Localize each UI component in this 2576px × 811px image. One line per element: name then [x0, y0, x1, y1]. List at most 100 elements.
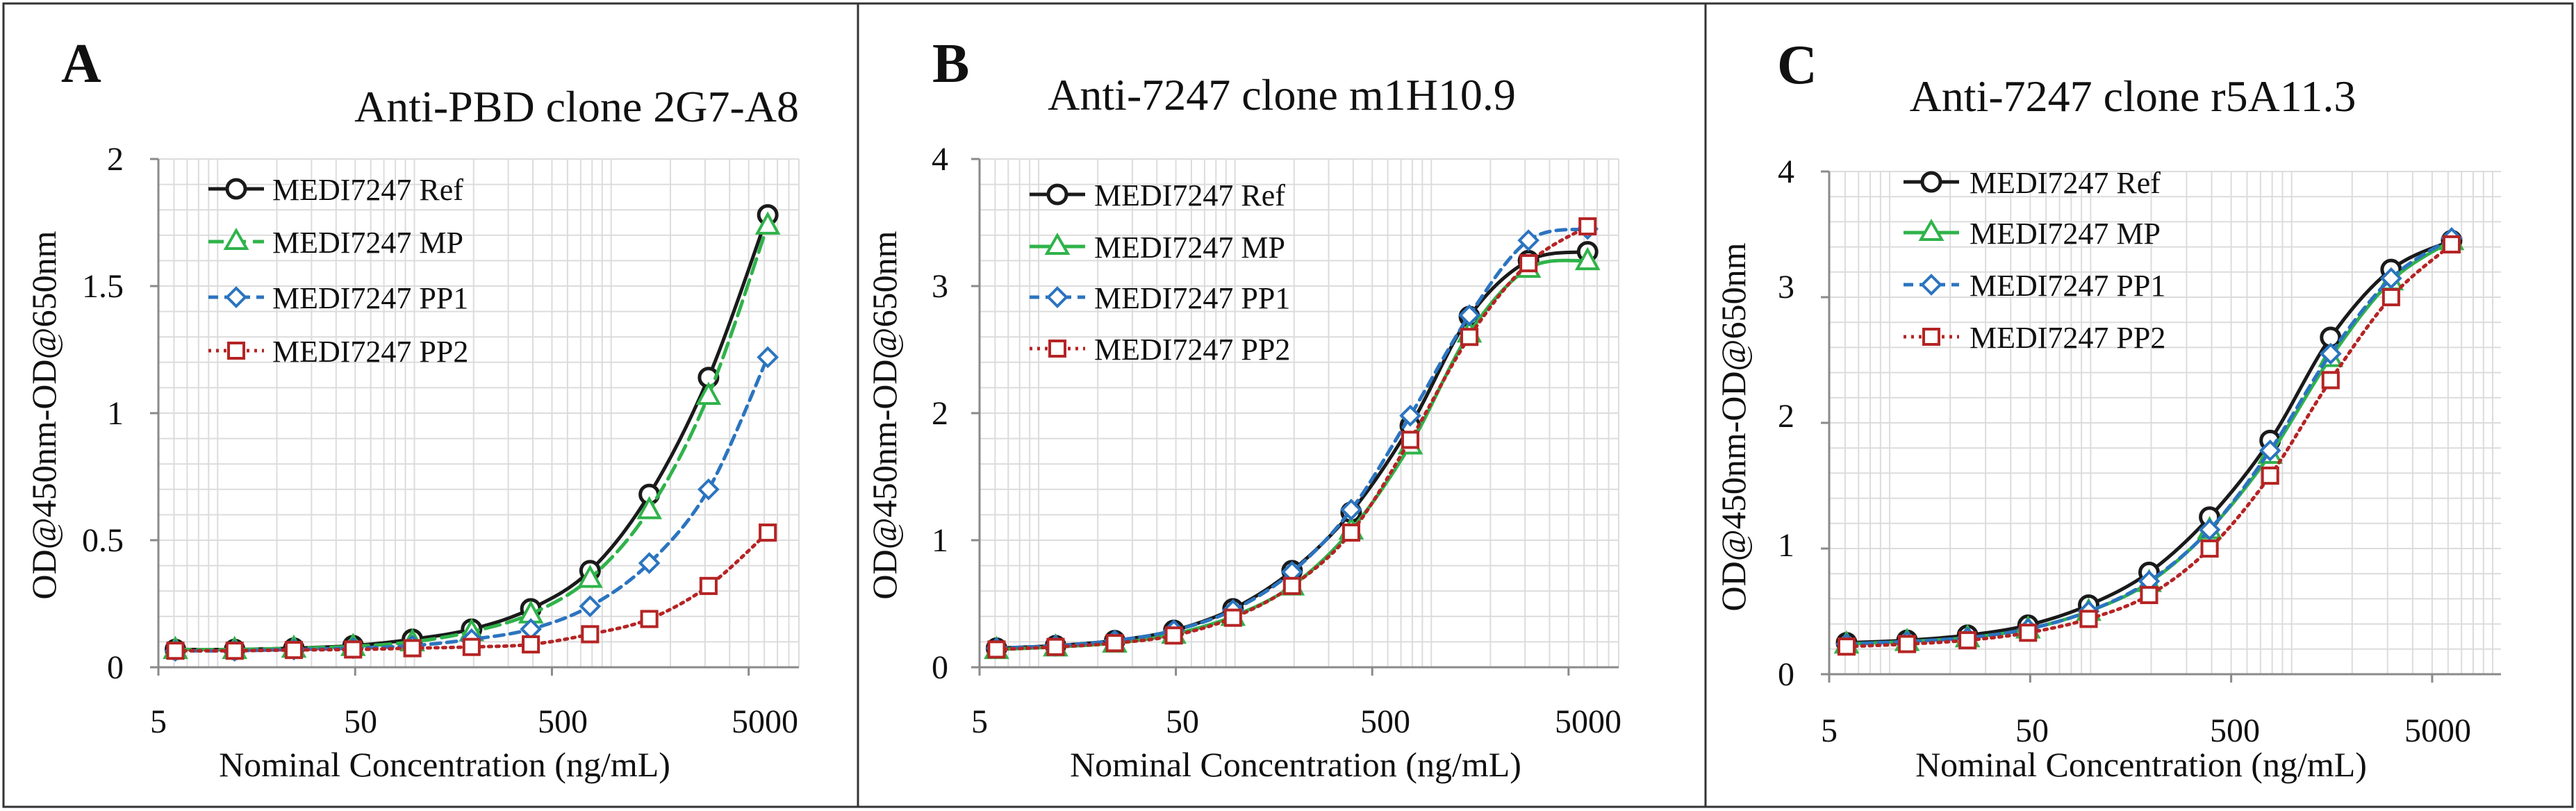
series-pp2 — [166, 523, 777, 660]
data-point-square — [640, 610, 659, 628]
data-point-diamond — [1458, 304, 1480, 326]
x-tick-label: 500 — [538, 703, 588, 740]
data-point-square — [1282, 576, 1301, 595]
data-point-diamond — [1340, 499, 1362, 521]
y-tick-label: 4 — [932, 141, 948, 178]
panel-b-legend: MEDI7247 Ref MEDI7247 MP MEDI7247 PP1 ME… — [1030, 178, 1290, 367]
data-point-square — [581, 625, 600, 644]
data-point-square — [2261, 466, 2279, 485]
data-point-triangle — [695, 381, 722, 406]
data-point-square — [522, 635, 540, 654]
y-tick-label: 4 — [1778, 153, 1794, 190]
x-tick-label: 5000 — [1555, 703, 1621, 740]
legend-marker-circle — [1920, 171, 1942, 193]
legend-marker-circle — [225, 178, 247, 200]
legend-marker-square — [1048, 340, 1066, 358]
legend-marker-triangle — [1918, 218, 1945, 241]
x-tick-label: 50 — [344, 703, 377, 740]
legend-item-pp1: MEDI7247 PP1 — [1904, 269, 2165, 303]
legend-label-pp2: MEDI7247 PP2 — [1970, 321, 2165, 355]
y-tick-label: 1 — [1778, 527, 1794, 564]
panel-a-x-ticks: 5 50 500 5000 — [150, 703, 798, 740]
legend-item-pp1: MEDI7247 PP1 — [208, 281, 468, 315]
panel-c-y-axis-label: OD@450nm-OD@650nm — [1714, 242, 1753, 611]
y-tick-label: 3 — [1778, 269, 1794, 306]
x-tick-label: 5 — [971, 703, 988, 740]
data-point-square — [699, 576, 718, 595]
panel-b: B Anti-7247 clone m1H10.9 0 1 2 3 4 5 50… — [865, 33, 1621, 784]
y-tick-label: 1.5 — [82, 268, 124, 305]
data-point-square — [1519, 254, 1538, 273]
x-tick-label: 50 — [2015, 712, 2049, 749]
data-point-square — [166, 642, 185, 660]
series-pp2 — [987, 217, 1597, 659]
panel-a-letter: A — [61, 33, 101, 94]
data-point-square — [284, 641, 304, 660]
panel-b-title: Anti-7247 clone m1H10.9 — [1048, 70, 1516, 119]
data-point-square — [1578, 217, 1597, 236]
panel-a-y-axis-label: OD@450nm-OD@650nm — [24, 231, 63, 599]
panel-a-y-ticks: 0 0.5 1 1.5 2 — [82, 141, 124, 686]
panel-a: A Anti-PBD clone 2G7-A8 0 0.5 1 1.5 2 5 … — [24, 33, 800, 784]
legend-item-pp2: MEDI7247 PP2 — [208, 335, 468, 369]
data-point-square — [1105, 634, 1124, 653]
data-point-diamond — [2319, 342, 2342, 365]
y-tick-label: 2 — [107, 141, 124, 178]
legend-marker-square — [227, 342, 245, 360]
panel-c-legend: MEDI7247 Ref MEDI7247 MP MEDI7247 PP1 ME… — [1904, 166, 2165, 355]
series-line — [173, 356, 770, 653]
data-point-square — [2321, 371, 2340, 390]
legend-marker-circle — [1046, 183, 1068, 206]
panel-c-frame — [1704, 2, 2574, 808]
panel-c-y-ticks: 0 1 2 3 4 — [1778, 153, 1794, 693]
panel-c-plot — [1821, 170, 2501, 683]
panel-c-x-ticks: 5 50 500 5000 — [1821, 712, 2471, 749]
legend-label-pp2: MEDI7247 PP2 — [1094, 333, 1290, 367]
legend-marker-diamond — [1046, 286, 1068, 308]
data-point-square — [1401, 430, 1420, 449]
data-point-square — [2079, 610, 2098, 628]
y-tick-label: 2 — [932, 395, 948, 432]
legend-label-pp1: MEDI7247 PP1 — [272, 281, 468, 315]
data-point-square — [344, 640, 363, 659]
data-point-diamond — [1399, 404, 1421, 427]
x-tick-label: 5000 — [732, 703, 798, 740]
y-tick-label: 3 — [932, 268, 948, 305]
grid — [158, 158, 800, 667]
legend-marker-square — [1922, 328, 1940, 346]
panel-a-legend: MEDI7247 Ref MEDI7247 MP MEDI7247 PP1 ME… — [208, 173, 468, 369]
data-point-diamond — [2259, 439, 2281, 462]
panel-b-letter: B — [932, 33, 969, 94]
y-tick-label: 0.5 — [82, 522, 124, 559]
legend-label-ref: MEDI7247 Ref — [1094, 178, 1285, 212]
data-point-square — [2442, 235, 2461, 254]
legend-label-pp1: MEDI7247 PP1 — [1094, 281, 1290, 315]
data-point-triangle — [636, 496, 662, 519]
legend-item-pp2: MEDI7247 PP2 — [1904, 321, 2165, 355]
legend-label-ref: MEDI7247 Ref — [1970, 166, 2161, 200]
legend-item-ref: MEDI7247 Ref — [1904, 166, 2161, 200]
y-tick-label: 0 — [932, 649, 948, 686]
data-point-triangle — [577, 565, 603, 588]
panel-c-x-axis-label: Nominal Concentration (ng/mL) — [1915, 745, 2367, 784]
legend-item-mp: MEDI7247 MP — [1904, 217, 2161, 251]
data-point-square — [1341, 523, 1360, 542]
panel-a-plot — [150, 158, 800, 676]
panel-b-y-ticks: 0 1 2 3 4 — [932, 141, 948, 686]
data-point-triangle — [1574, 246, 1601, 271]
series-pp2 — [1837, 235, 2461, 656]
y-tick-label: 0 — [107, 649, 124, 686]
data-point-square — [987, 640, 1006, 659]
legend-label-ref: MEDI7247 Ref — [272, 173, 463, 207]
data-point-diamond — [2198, 519, 2221, 541]
x-tick-label: 500 — [2210, 712, 2260, 749]
data-point-square — [2381, 287, 2400, 307]
data-point-square — [2140, 585, 2158, 605]
data-point-square — [1164, 626, 1183, 645]
legend-item-ref: MEDI7247 Ref — [1030, 178, 1285, 212]
data-point-diamond — [697, 478, 720, 501]
grid — [1828, 171, 2501, 674]
data-point-square — [759, 523, 777, 542]
